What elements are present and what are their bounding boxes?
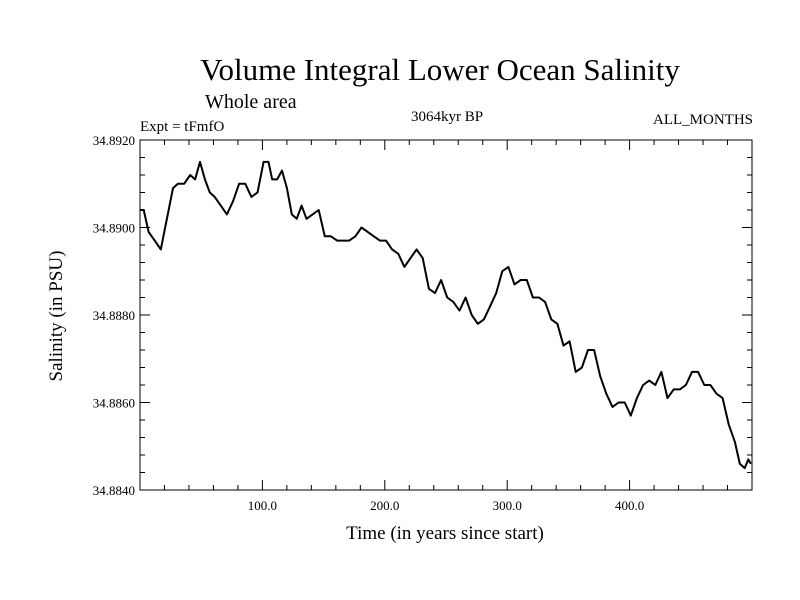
- x-tick-label: 300.0: [493, 498, 522, 513]
- x-tick-label: 200.0: [370, 498, 399, 513]
- plot-frame: [139, 139, 753, 491]
- y-tick-label: 34.8880: [93, 308, 135, 323]
- period-label: 3064kyr BP: [411, 109, 483, 125]
- y-axis-label: Salinity (in PSU): [46, 251, 67, 382]
- axis-ticks: [140, 140, 752, 490]
- chart-title: Volume Integral Lower Ocean Salinity: [200, 52, 680, 87]
- x-axis-label: Time (in years since start): [346, 523, 544, 544]
- experiment-label: Expt = tFmfO: [140, 119, 224, 135]
- y-tick-label: 34.8840: [93, 483, 135, 498]
- y-tick-label: 34.8900: [93, 221, 135, 236]
- axis-tick-labels: 100.0 200.0 300.0 400.0 34.8840 34.8860 34.888…: [93, 133, 644, 513]
- chart-subtitle: Whole area: [205, 91, 297, 113]
- months-label: ALL_MONTHS: [653, 112, 753, 128]
- y-tick-label: 34.8860: [93, 396, 135, 411]
- salinity-series-line: [140, 160, 752, 470]
- x-tick-label: 400.0: [615, 498, 644, 513]
- y-tick-label: 34.8920: [93, 133, 135, 148]
- x-tick-label: 100.0: [248, 498, 277, 513]
